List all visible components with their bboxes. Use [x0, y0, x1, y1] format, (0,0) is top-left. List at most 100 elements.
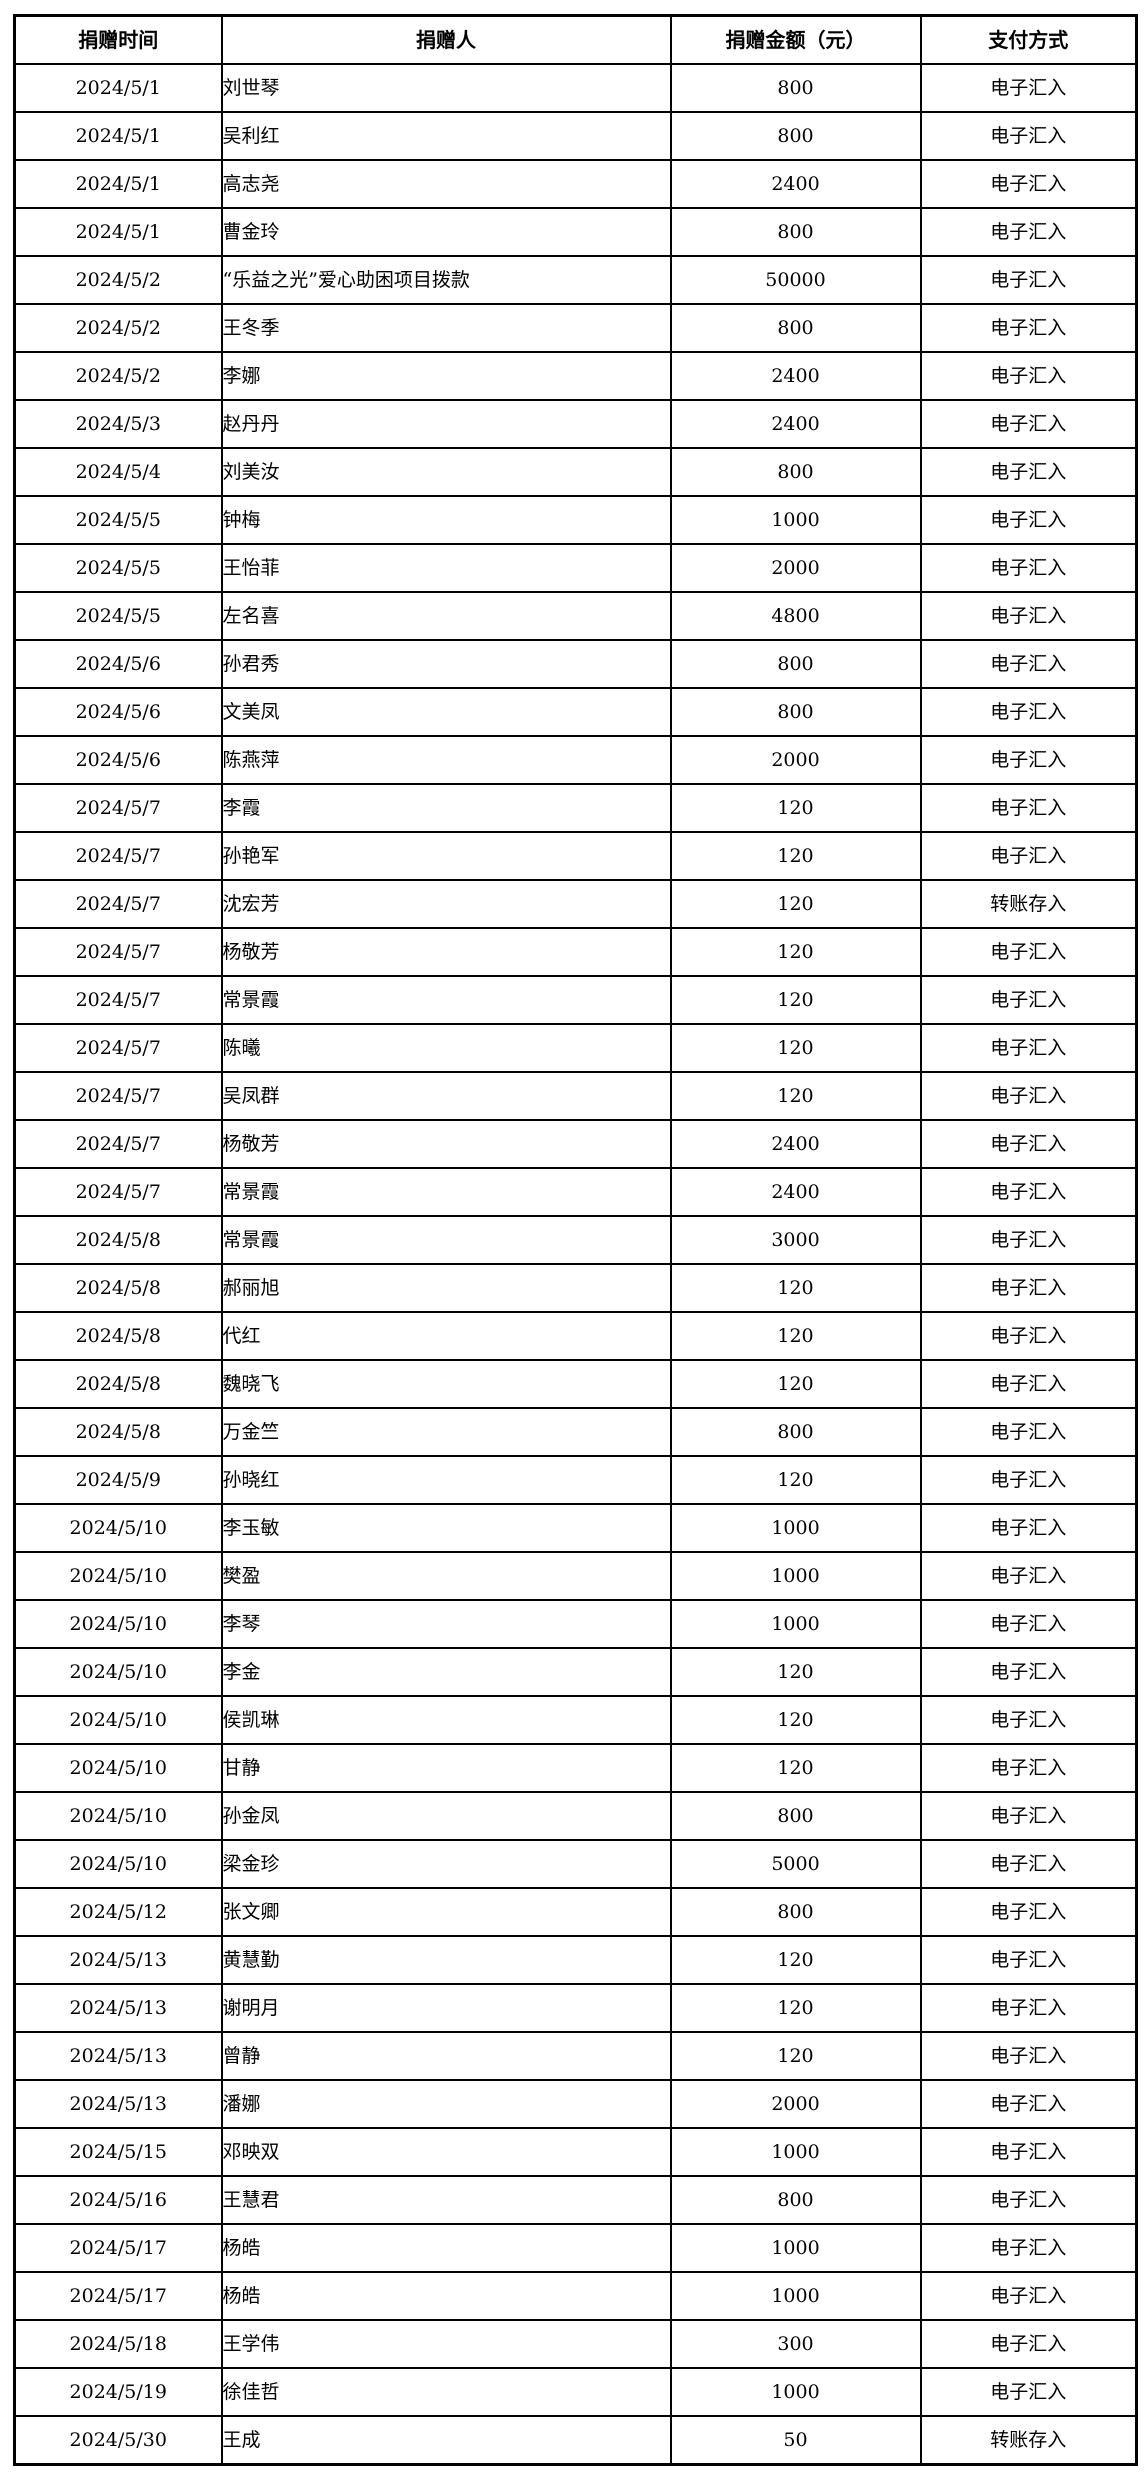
cell-donation-amount: 1000	[669, 495, 922, 545]
table-row: 2024/5/1 吴利红 800 电子汇入	[13, 111, 1138, 161]
cell-donation-time: 2024/5/9	[13, 1455, 223, 1505]
table-row: 2024/5/10 樊盈 1000 电子汇入	[13, 1551, 1138, 1601]
cell-donation-time: 2024/5/6	[13, 639, 223, 689]
table-row: 2024/5/7 杨敬芳 120 电子汇入	[13, 927, 1138, 977]
cell-donation-time: 2024/5/7	[13, 1071, 223, 1121]
table-row: 2024/5/7 常景霞 120 电子汇入	[13, 975, 1138, 1025]
cell-donation-time: 2024/5/7	[13, 927, 223, 977]
cell-donor: 黄慧勤	[220, 1935, 672, 1985]
cell-donation-time: 2024/5/8	[13, 1215, 223, 1265]
cell-payment-method: 转账存入	[919, 2415, 1138, 2466]
cell-payment-method: 电子汇入	[919, 63, 1138, 113]
table-row: 2024/5/6 陈燕萍 2000 电子汇入	[13, 735, 1138, 785]
cell-donation-amount: 2400	[669, 159, 922, 209]
cell-donation-amount: 3000	[669, 1215, 922, 1265]
table-row: 2024/5/3 赵丹丹 2400 电子汇入	[13, 399, 1138, 449]
cell-donor: 杨皓	[220, 2271, 672, 2321]
table-row: 2024/5/12 张文卿 800 电子汇入	[13, 1887, 1138, 1937]
cell-payment-method: 电子汇入	[919, 1359, 1138, 1409]
cell-payment-method: 电子汇入	[919, 1983, 1138, 2033]
cell-payment-method: 电子汇入	[919, 1311, 1138, 1361]
table-row: 2024/5/10 李琴 1000 电子汇入	[13, 1599, 1138, 1649]
cell-donor: 钟梅	[220, 495, 672, 545]
cell-donor: 张文卿	[220, 1887, 672, 1937]
cell-donor: 陈曦	[220, 1023, 672, 1073]
cell-donation-amount: 1000	[669, 2271, 922, 2321]
cell-donor: 李娜	[220, 351, 672, 401]
table-row: 2024/5/4 刘美汝 800 电子汇入	[13, 447, 1138, 497]
cell-payment-method: 电子汇入	[919, 111, 1138, 161]
cell-donor: 魏晓飞	[220, 1359, 672, 1409]
cell-donor: 常景霞	[220, 975, 672, 1025]
cell-payment-method: 电子汇入	[919, 351, 1138, 401]
cell-donation-amount: 300	[669, 2319, 922, 2369]
cell-payment-method: 电子汇入	[919, 735, 1138, 785]
table-row: 2024/5/9 孙晓红 120 电子汇入	[13, 1455, 1138, 1505]
cell-payment-method: 电子汇入	[919, 2223, 1138, 2273]
cell-donation-amount: 120	[669, 1455, 922, 1505]
cell-donation-time: 2024/5/7	[13, 831, 223, 881]
table-row: 2024/5/7 李霞 120 电子汇入	[13, 783, 1138, 833]
cell-payment-method: 电子汇入	[919, 1743, 1138, 1793]
cell-donation-time: 2024/5/2	[13, 303, 223, 353]
cell-donation-time: 2024/5/17	[13, 2271, 223, 2321]
cell-donor: 孙晓红	[220, 1455, 672, 1505]
cell-donor: 吴利红	[220, 111, 672, 161]
cell-donation-time: 2024/5/13	[13, 1983, 223, 2033]
cell-donation-time: 2024/5/7	[13, 783, 223, 833]
table-row: 2024/5/19 徐佳哲 1000 电子汇入	[13, 2367, 1138, 2417]
cell-donation-time: 2024/5/7	[13, 1167, 223, 1217]
cell-donation-amount: 120	[669, 1935, 922, 1985]
cell-payment-method: 电子汇入	[919, 303, 1138, 353]
table-row: 2024/5/7 陈曦 120 电子汇入	[13, 1023, 1138, 1073]
cell-donation-time: 2024/5/10	[13, 1599, 223, 1649]
table-row: 2024/5/5 钟梅 1000 电子汇入	[13, 495, 1138, 545]
cell-donor: 王成	[220, 2415, 672, 2466]
cell-donation-time: 2024/5/10	[13, 1791, 223, 1841]
cell-donation-time: 2024/5/17	[13, 2223, 223, 2273]
table-row: 2024/5/13 曾静 120 电子汇入	[13, 2031, 1138, 2081]
cell-donor: 王怡菲	[220, 543, 672, 593]
cell-donation-time: 2024/5/30	[13, 2415, 223, 2466]
table-row: 2024/5/6 孙君秀 800 电子汇入	[13, 639, 1138, 689]
cell-donation-time: 2024/5/8	[13, 1311, 223, 1361]
cell-donor: 万金竺	[220, 1407, 672, 1457]
table-row: 2024/5/10 孙金凤 800 电子汇入	[13, 1791, 1138, 1841]
cell-donation-amount: 120	[669, 1263, 922, 1313]
cell-donation-amount: 4800	[669, 591, 922, 641]
cell-donation-time: 2024/5/5	[13, 591, 223, 641]
cell-donor: 樊盈	[220, 1551, 672, 1601]
cell-payment-method: 电子汇入	[919, 831, 1138, 881]
cell-donor: 杨敬芳	[220, 1119, 672, 1169]
cell-donation-amount: 2000	[669, 735, 922, 785]
cell-donation-amount: 120	[669, 975, 922, 1025]
cell-payment-method: 电子汇入	[919, 1647, 1138, 1697]
cell-payment-method: 电子汇入	[919, 1119, 1138, 1169]
cell-donation-time: 2024/5/5	[13, 543, 223, 593]
cell-donation-time: 2024/5/12	[13, 1887, 223, 1937]
cell-payment-method: 电子汇入	[919, 783, 1138, 833]
cell-donor: 常景霞	[220, 1215, 672, 1265]
table-row: 2024/5/13 谢明月 120 电子汇入	[13, 1983, 1138, 2033]
cell-donation-amount: 120	[669, 1071, 922, 1121]
header-donation-time: 捐赠时间	[13, 14, 223, 65]
cell-donation-time: 2024/5/3	[13, 399, 223, 449]
cell-donor: 李霞	[220, 783, 672, 833]
table-row: 2024/5/7 常景霞 2400 电子汇入	[13, 1167, 1138, 1217]
cell-donor: 徐佳哲	[220, 2367, 672, 2417]
header-payment-method: 支付方式	[919, 14, 1138, 65]
cell-donor: 文美凤	[220, 687, 672, 737]
cell-donor: 刘美汝	[220, 447, 672, 497]
table-row: 2024/5/7 沈宏芳 120 转账存入	[13, 879, 1138, 929]
cell-donor: 曹金玲	[220, 207, 672, 257]
cell-donation-amount: 800	[669, 111, 922, 161]
cell-donation-time: 2024/5/13	[13, 1935, 223, 1985]
cell-donation-amount: 120	[669, 1695, 922, 1745]
cell-donor: 杨敬芳	[220, 927, 672, 977]
cell-donation-time: 2024/5/10	[13, 1743, 223, 1793]
table-row: 2024/5/8 万金竺 800 电子汇入	[13, 1407, 1138, 1457]
cell-donor: 郝丽旭	[220, 1263, 672, 1313]
table-body: 2024/5/1 刘世琴 800 电子汇入 2024/5/1 吴利红 800 电子汇入 2024…	[13, 63, 1138, 2466]
cell-donor: 甘静	[220, 1743, 672, 1793]
cell-donation-time: 2024/5/1	[13, 207, 223, 257]
